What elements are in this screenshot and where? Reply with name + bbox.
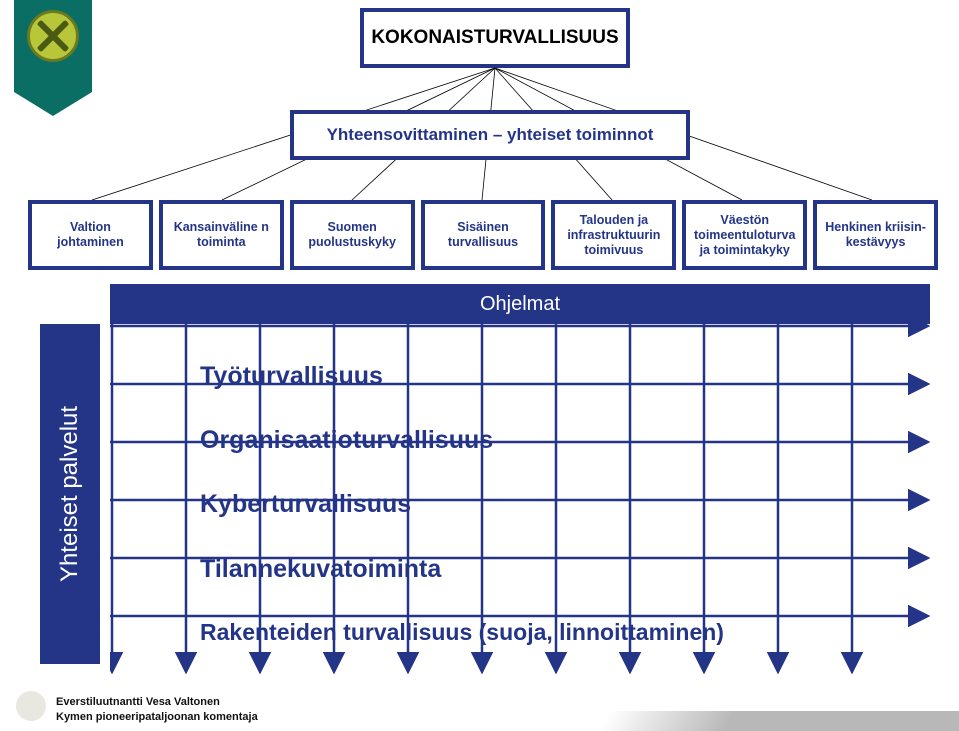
pillar-label: Kansainväline n toiminta bbox=[167, 220, 276, 250]
pillar-box: Henkinen kriisin-kestävyys bbox=[813, 200, 938, 270]
grid-area: Työturvallisuus Organisaatioturvallisuus… bbox=[110, 324, 930, 674]
programs-label: Ohjelmat bbox=[480, 293, 560, 316]
grid-row-label: Rakenteiden turvallisuus (suoja, linnoit… bbox=[200, 619, 900, 646]
pillar-box: Kansainväline n toiminta bbox=[159, 200, 284, 270]
pillar-box: Talouden ja infrastruktuurin toimivuus bbox=[551, 200, 676, 270]
footer-line-1: Everstiluutnantti Vesa Valtonen bbox=[56, 695, 258, 710]
grid-row-label: Kyberturvallisuus bbox=[200, 490, 900, 519]
grid-labels-stack: Työturvallisuus Organisaatioturvallisuus… bbox=[200, 324, 900, 674]
side-tab-label: Yhteiset palvelut bbox=[56, 406, 84, 582]
emblem-icon bbox=[27, 10, 79, 62]
pillar-row: Valtion johtaminen Kansainväline n toimi… bbox=[28, 200, 938, 270]
footer: Everstiluutnantti Vesa Valtonen Kymen pi… bbox=[0, 683, 959, 731]
pillar-box: Väestön toimeentuloturva ja toimintakyky bbox=[682, 200, 807, 270]
pillar-label: Suomen puolustuskyky bbox=[298, 220, 407, 250]
pillar-label: Talouden ja infrastruktuurin toimivuus bbox=[559, 213, 668, 258]
pillar-box: Valtion johtaminen bbox=[28, 200, 153, 270]
grid-row-label: Tilannekuvatoiminta bbox=[200, 555, 900, 584]
side-tab: Yhteiset palvelut bbox=[40, 324, 100, 664]
coordination-text: Yhteensovittaminen – yhteiset toiminnot bbox=[327, 125, 654, 145]
coordination-box: Yhteensovittaminen – yhteiset toiminnot bbox=[290, 110, 690, 160]
pillar-label: Henkinen kriisin-kestävyys bbox=[821, 220, 930, 250]
footer-emblem-icon bbox=[16, 691, 46, 721]
title-box: KOKONAISTURVALLISUUS bbox=[360, 8, 630, 68]
programs-banner: Ohjelmat bbox=[110, 284, 930, 324]
title-text: KOKONAISTURVALLISUUS bbox=[371, 27, 618, 49]
pillar-box: Sisäinen turvallisuus bbox=[421, 200, 546, 270]
grid-row-label: Organisaatioturvallisuus bbox=[200, 426, 900, 455]
footer-text: Everstiluutnantti Vesa Valtonen Kymen pi… bbox=[56, 695, 258, 725]
footer-stripe bbox=[599, 711, 959, 731]
pillar-label: Sisäinen turvallisuus bbox=[429, 220, 538, 250]
logo-pennant bbox=[14, 0, 92, 92]
pillar-box: Suomen puolustuskyky bbox=[290, 200, 415, 270]
grid-row-label: Työturvallisuus bbox=[200, 362, 900, 391]
footer-line-2: Kymen pioneeripataljoonan komentaja bbox=[56, 710, 258, 725]
pillar-label: Väestön toimeentuloturva ja toimintakyky bbox=[690, 213, 799, 258]
pillar-label: Valtion johtaminen bbox=[36, 220, 145, 250]
